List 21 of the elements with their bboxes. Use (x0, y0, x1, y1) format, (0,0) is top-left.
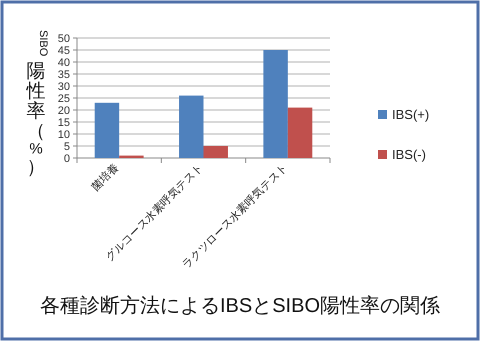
bar (204, 146, 228, 158)
y-tick-label: 35 (58, 69, 70, 81)
y-tick-label: 25 (58, 93, 70, 105)
y-tick-label: 40 (58, 57, 70, 69)
bar (94, 102, 120, 158)
y-tick-label: 0 (64, 153, 70, 165)
bar (263, 50, 288, 158)
legend-label: IBS(-) (392, 147, 426, 162)
y-tick-label: 45 (58, 45, 70, 57)
y-tick-label: 10 (58, 129, 70, 141)
legend-label: IBS(+) (392, 107, 430, 122)
y-axis-title: SIBO陽性率（%） (26, 30, 49, 178)
y-tick-label: 5 (64, 141, 70, 153)
bar (179, 96, 204, 158)
text: 各種診断方法によるIBSとSIBO陽性率の関係 (40, 294, 440, 317)
x-tick-label: 菌培養 (88, 160, 122, 194)
y-tick-label: 20 (58, 105, 70, 117)
bar (288, 108, 312, 158)
y-tick-label: 30 (58, 81, 70, 93)
y-tick-label: 50 (58, 33, 70, 45)
y-tick-label: 15 (58, 117, 70, 129)
